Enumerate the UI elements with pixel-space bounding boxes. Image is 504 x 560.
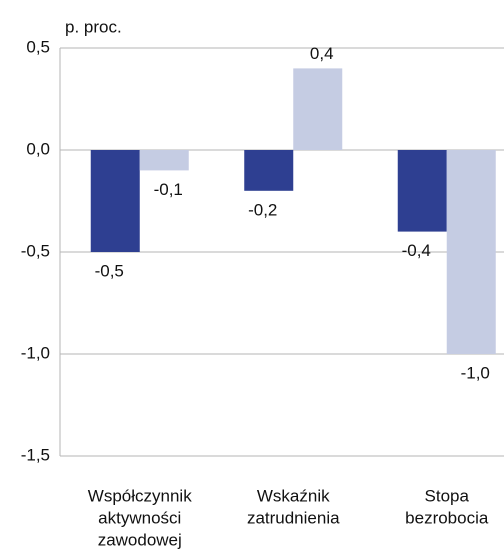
value-label: -0,1 — [154, 180, 183, 199]
bar — [139, 150, 189, 171]
value-label: 0,4 — [310, 44, 334, 63]
y-tick-label: -1,0 — [21, 343, 50, 362]
bar — [90, 150, 140, 252]
y-axis-label: p. proc. — [65, 17, 122, 36]
x-tick-label: Stopa — [425, 486, 470, 505]
x-tick-label: Wskaźnik — [257, 486, 330, 505]
bar — [397, 150, 447, 232]
value-label: -1,0 — [461, 363, 490, 382]
value-label: -0,5 — [95, 261, 124, 280]
x-tick-label: zatrudnienia — [247, 508, 340, 527]
y-tick-label: 0,0 — [26, 139, 50, 158]
x-tick-label: Współczynnik — [88, 486, 192, 505]
x-tick-label: bezrobocia — [405, 508, 489, 527]
bar — [244, 150, 294, 191]
y-tick-label: 0,5 — [26, 37, 50, 56]
bar — [446, 150, 496, 354]
x-tick-label: aktywności — [98, 508, 181, 527]
x-tick-label: zawodowej — [98, 530, 182, 549]
bar — [293, 68, 343, 150]
y-tick-label: -1,5 — [21, 445, 50, 464]
value-label: -0,2 — [248, 200, 277, 219]
y-tick-label: -0,5 — [21, 241, 50, 260]
value-label: -0,4 — [402, 241, 431, 260]
